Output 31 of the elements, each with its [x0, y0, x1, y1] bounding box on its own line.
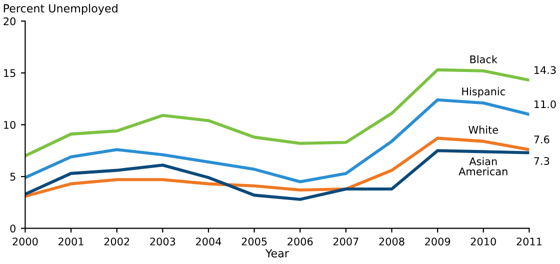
x-tick-label: 2010 [470, 238, 496, 246]
y-tick-label: 5 [10, 172, 16, 181]
y-tick-label: 15 [4, 69, 16, 78]
line-series [25, 149, 530, 201]
x-tick-label: 2002 [104, 238, 130, 246]
line-series [25, 136, 530, 198]
x-tick-label: 2006 [288, 238, 313, 246]
data-label: 7.6 [534, 136, 550, 144]
x-tick-label: 2000 [12, 238, 38, 246]
data-label: 11.0 [534, 100, 556, 108]
y-tick-label: 20 [4, 17, 16, 26]
y-tick-label: 0 [10, 224, 16, 232]
data-label: 14.3 [534, 66, 556, 74]
series-label: Hispanic [462, 87, 505, 98]
line-series [25, 98, 530, 184]
x-tick-label: 2008 [379, 238, 404, 246]
series-label: Asian American [458, 157, 508, 176]
x-tick-label: 2007 [333, 238, 358, 246]
x-tick-label: 2011 [516, 238, 542, 246]
series-label: White [468, 126, 498, 134]
x-tick-label: 2001 [58, 238, 84, 246]
y-tick-label: 10 [4, 120, 16, 129]
x-tick-label: 2005 [242, 238, 267, 246]
x-tick-label: 2009 [425, 238, 450, 246]
series-label: Black [470, 55, 498, 64]
line-series [25, 68, 530, 158]
x-tick-label: 2004 [196, 238, 222, 246]
x-tick-label: 2003 [150, 238, 176, 246]
data-label: 7.3 [534, 157, 550, 165]
x-axis-title: Year [265, 249, 289, 258]
y-axis-title: Percent Unemployed [4, 4, 118, 15]
